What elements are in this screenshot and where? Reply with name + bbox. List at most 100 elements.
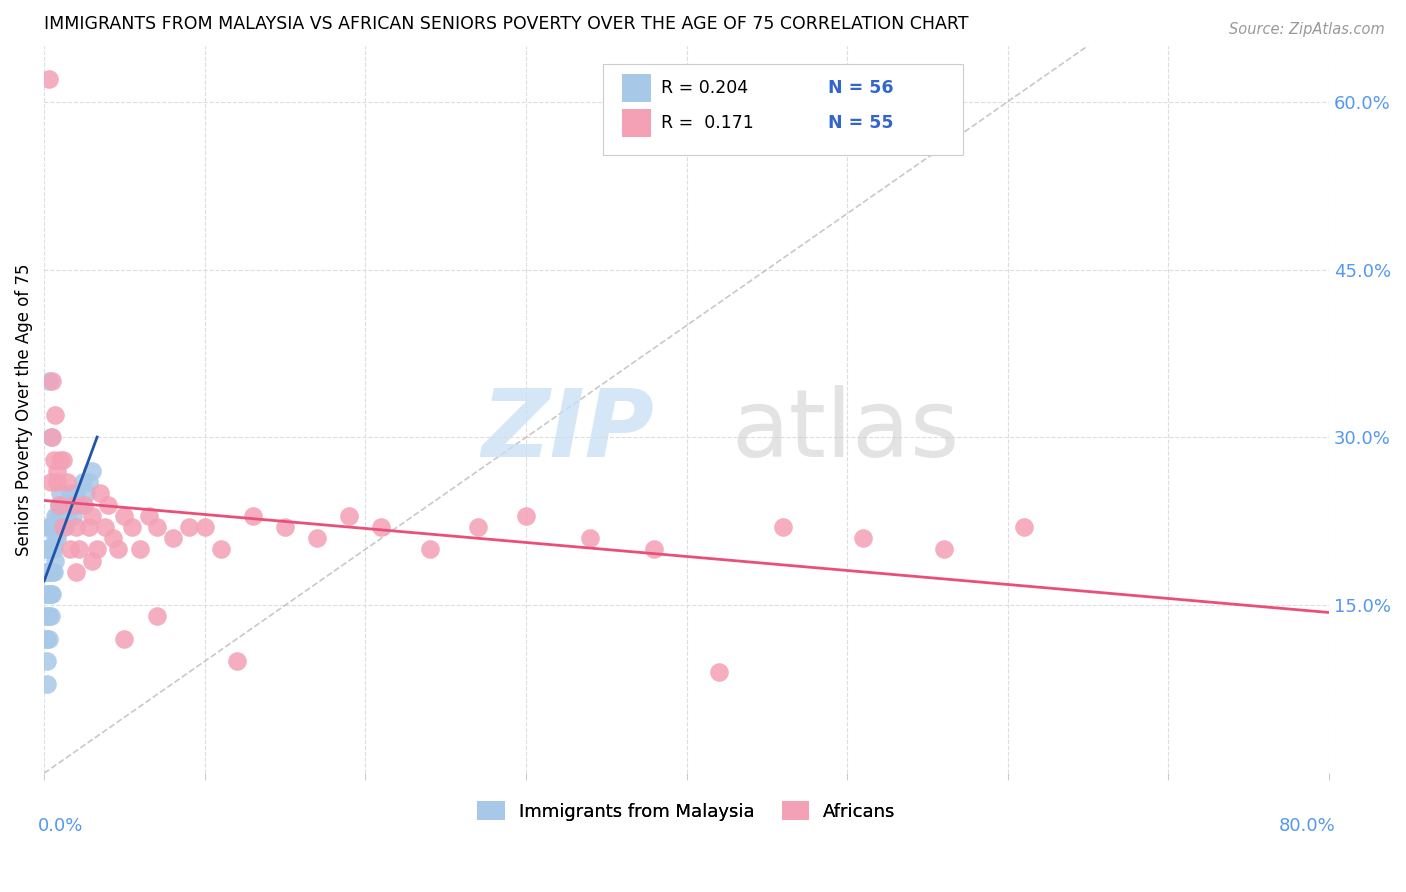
Point xyxy=(69,542,91,557)
Point xyxy=(41,375,63,389)
Point xyxy=(101,531,124,545)
Point xyxy=(46,531,69,545)
Point xyxy=(89,486,111,500)
Point xyxy=(97,498,120,512)
Point xyxy=(55,475,77,490)
Point xyxy=(49,508,72,523)
Point xyxy=(35,565,58,579)
Point xyxy=(72,475,94,490)
Text: Source: ZipAtlas.com: Source: ZipAtlas.com xyxy=(1229,22,1385,37)
Point xyxy=(44,508,66,523)
Y-axis label: Seniors Poverty Over the Age of 75: Seniors Poverty Over the Age of 75 xyxy=(15,263,32,556)
Point xyxy=(39,520,62,534)
Point xyxy=(129,542,152,557)
Point xyxy=(38,587,60,601)
Point xyxy=(46,508,69,523)
Point xyxy=(73,498,96,512)
Point xyxy=(44,553,66,567)
Point xyxy=(48,520,70,534)
Point xyxy=(121,520,143,534)
Point xyxy=(46,475,69,490)
Point xyxy=(932,542,955,557)
Point xyxy=(38,632,60,646)
Point xyxy=(337,508,360,523)
Point xyxy=(86,542,108,557)
Text: IMMIGRANTS FROM MALAYSIA VS AFRICAN SENIORS POVERTY OVER THE AGE OF 75 CORRELATI: IMMIGRANTS FROM MALAYSIA VS AFRICAN SENI… xyxy=(44,15,969,33)
Point xyxy=(65,486,87,500)
Point xyxy=(49,452,72,467)
Point xyxy=(35,632,58,646)
Text: R =  0.171: R = 0.171 xyxy=(661,114,754,132)
Point xyxy=(62,508,84,523)
Point xyxy=(38,375,60,389)
Bar xyxy=(623,109,651,136)
Point xyxy=(39,475,62,490)
Text: N = 55: N = 55 xyxy=(828,114,893,132)
Point xyxy=(38,72,60,87)
Point xyxy=(852,531,875,545)
Point xyxy=(145,609,167,624)
Point xyxy=(51,498,73,512)
Point xyxy=(77,475,100,490)
Bar xyxy=(623,74,651,102)
Point xyxy=(42,452,65,467)
Point xyxy=(46,464,69,478)
Point xyxy=(82,464,104,478)
Point xyxy=(69,498,91,512)
Point xyxy=(35,609,58,624)
Point xyxy=(44,408,66,422)
Point xyxy=(77,520,100,534)
Legend: Immigrants from Malaysia, Africans: Immigrants from Malaysia, Africans xyxy=(468,792,904,830)
Point xyxy=(53,520,76,534)
Point xyxy=(37,654,59,668)
Point xyxy=(41,565,63,579)
Point xyxy=(62,498,84,512)
Point xyxy=(37,565,59,579)
Point xyxy=(39,609,62,624)
Point xyxy=(209,542,232,557)
Point xyxy=(41,430,63,444)
Point xyxy=(38,565,60,579)
Point xyxy=(643,542,665,557)
Point xyxy=(177,520,200,534)
Point xyxy=(49,486,72,500)
Point xyxy=(307,531,329,545)
Point xyxy=(38,520,60,534)
Point xyxy=(579,531,602,545)
Point xyxy=(707,665,730,680)
Point xyxy=(138,508,160,523)
Point xyxy=(55,498,77,512)
Point xyxy=(1012,520,1035,534)
Point xyxy=(35,542,58,557)
Point xyxy=(37,542,59,557)
Point xyxy=(39,542,62,557)
Point xyxy=(41,520,63,534)
Point xyxy=(82,508,104,523)
Point xyxy=(41,542,63,557)
Point xyxy=(44,531,66,545)
Point xyxy=(225,654,247,668)
Point xyxy=(467,520,489,534)
Point xyxy=(37,520,59,534)
Point xyxy=(38,609,60,624)
Text: 80.0%: 80.0% xyxy=(1278,817,1336,835)
Point xyxy=(39,565,62,579)
Point xyxy=(107,542,129,557)
Text: ZIP: ZIP xyxy=(481,385,654,477)
Text: atlas: atlas xyxy=(731,385,960,477)
Point xyxy=(65,565,87,579)
FancyBboxPatch shape xyxy=(603,64,963,155)
Point xyxy=(52,452,75,467)
Point xyxy=(41,587,63,601)
Point xyxy=(39,430,62,444)
Text: R = 0.204: R = 0.204 xyxy=(661,78,748,97)
Point xyxy=(162,531,184,545)
Point xyxy=(82,553,104,567)
Point xyxy=(42,565,65,579)
Point xyxy=(37,587,59,601)
Point xyxy=(37,609,59,624)
Point xyxy=(52,520,75,534)
Point xyxy=(59,486,82,500)
Point xyxy=(37,676,59,690)
Point xyxy=(419,542,441,557)
